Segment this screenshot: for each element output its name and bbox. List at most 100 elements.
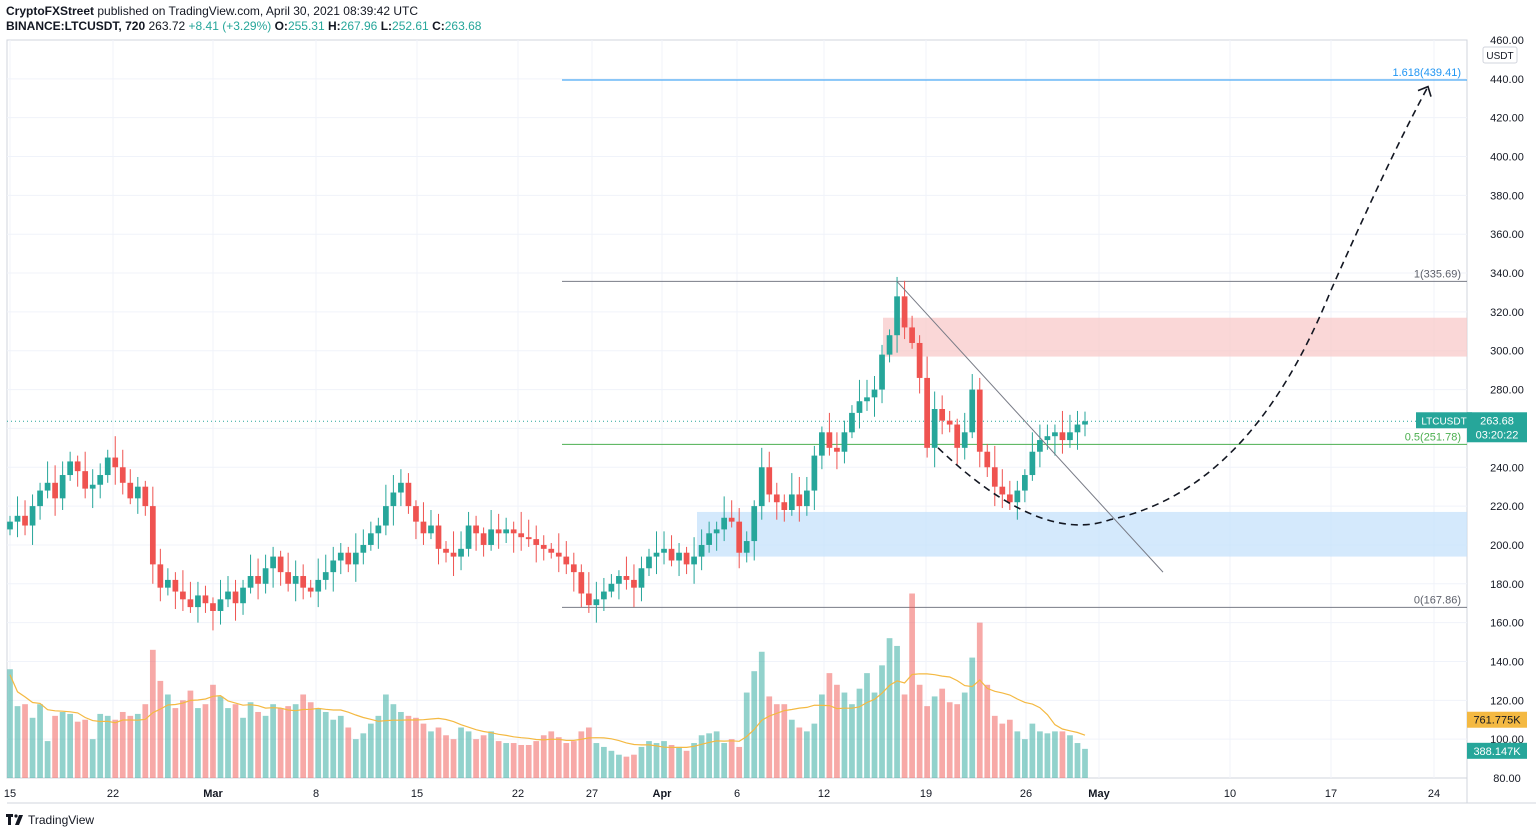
volume-bar xyxy=(931,696,938,778)
candle-body xyxy=(480,533,487,545)
candle-body xyxy=(826,432,833,448)
fib-level-label: 1.618(439.41) xyxy=(1393,67,1462,79)
candle-body xyxy=(871,389,878,398)
volume-bar xyxy=(225,708,231,778)
volume-bar xyxy=(608,750,615,778)
projection-curve xyxy=(937,86,1429,526)
footer: TradingView xyxy=(6,813,94,827)
volume-bar xyxy=(210,684,216,778)
candle-body xyxy=(202,595,209,604)
footer-brand: TradingView xyxy=(28,813,95,827)
candle-body xyxy=(247,576,254,588)
volume-bar xyxy=(367,723,374,778)
volume-bar xyxy=(721,743,728,778)
candle-body xyxy=(540,544,547,549)
volume-bar xyxy=(533,741,540,778)
demand-zone xyxy=(697,511,1467,557)
volume-bar xyxy=(37,704,43,778)
candle-body xyxy=(375,525,382,534)
y-tick-label: 180.00 xyxy=(1490,579,1524,591)
fib-level-label: 0.5(251.78) xyxy=(1405,431,1461,443)
fib-level-label: 0(167.86) xyxy=(1414,594,1461,606)
candle-body xyxy=(255,576,261,584)
candle-body xyxy=(292,576,299,584)
volume-bar xyxy=(352,739,359,778)
price-label-value: 263.68 xyxy=(1480,415,1514,427)
candle-body xyxy=(337,552,344,561)
tradingview-logo-icon xyxy=(6,814,23,825)
candle-body xyxy=(52,482,58,499)
volume-bar xyxy=(480,735,487,778)
candle-body xyxy=(277,556,284,573)
volume-bar xyxy=(322,711,329,778)
candle-body xyxy=(819,432,825,456)
candle-body xyxy=(262,568,269,584)
volume-bar xyxy=(864,673,870,778)
candle-body xyxy=(931,409,938,448)
volume-bar xyxy=(1082,748,1088,778)
volume-bar xyxy=(661,741,667,778)
volume-bar xyxy=(59,711,66,778)
candle-body xyxy=(616,576,622,584)
volume-bar xyxy=(766,696,773,778)
high-value: 267.96 xyxy=(340,19,378,33)
volume-bar xyxy=(22,704,28,778)
volume-bar xyxy=(728,739,735,778)
candle-body xyxy=(503,529,510,534)
volume-bar xyxy=(751,671,758,778)
volume-bar xyxy=(540,735,547,778)
x-tick-label: 22 xyxy=(512,788,524,800)
volume-bar xyxy=(909,593,915,778)
published-text: published on TradingView.com, April 30, … xyxy=(97,4,419,18)
volume-bar xyxy=(638,746,645,778)
candle-body xyxy=(518,533,525,538)
candle-body xyxy=(405,482,412,507)
volume-bar xyxy=(142,704,149,778)
volume-bar xyxy=(743,692,750,778)
currency-box xyxy=(1482,46,1518,64)
y-tick-label: 340.00 xyxy=(1490,268,1524,280)
candle-body xyxy=(14,515,21,522)
volume-bar xyxy=(82,719,89,778)
candle-body xyxy=(270,556,276,569)
candle-body xyxy=(142,486,149,507)
descending-trendline xyxy=(896,281,1164,573)
x-tick-label: Apr xyxy=(653,788,673,800)
volume-bar xyxy=(510,743,517,778)
y-tick-label: 420.00 xyxy=(1490,113,1524,125)
price-label-countdown: 03:20:22 xyxy=(1476,429,1519,441)
volume-bar xyxy=(398,711,404,778)
publisher-line: CryptoFXStreet published on TradingView.… xyxy=(6,4,418,18)
candle-body xyxy=(638,568,645,588)
volume-bar xyxy=(413,717,419,778)
volume-bar xyxy=(1067,735,1073,778)
candle-body xyxy=(961,432,968,448)
candle-body xyxy=(1052,432,1058,437)
volume-bar xyxy=(473,739,479,778)
volume-bar xyxy=(924,706,930,778)
publisher-name: CryptoFXStreet xyxy=(6,4,95,18)
price-chart[interactable]: 460.00 440.00 420.00 400.00 380.00 360.00 340.… xyxy=(0,0,1536,813)
volume-bar xyxy=(593,743,600,778)
candle-body xyxy=(841,432,848,452)
volume-bar xyxy=(578,731,585,778)
candle-body xyxy=(488,529,494,545)
candle-body xyxy=(127,482,134,499)
volume-bar xyxy=(601,746,607,778)
volume-bar xyxy=(991,715,998,778)
candle-body xyxy=(721,517,728,530)
y-tick-label: 440.00 xyxy=(1490,74,1524,86)
open-value: 255.31 xyxy=(287,19,325,33)
candle-body xyxy=(428,525,434,534)
candle-body xyxy=(698,544,705,557)
candle-body xyxy=(886,335,893,355)
volume-bar xyxy=(67,713,73,778)
volume-bar xyxy=(1059,731,1066,778)
volume-bar xyxy=(277,708,284,778)
volume-bar xyxy=(984,684,991,778)
candle-body xyxy=(398,482,404,493)
volume-bar xyxy=(307,702,314,778)
volume-bar xyxy=(300,694,307,778)
price-label-box xyxy=(1467,412,1527,443)
candle-body xyxy=(473,525,479,534)
